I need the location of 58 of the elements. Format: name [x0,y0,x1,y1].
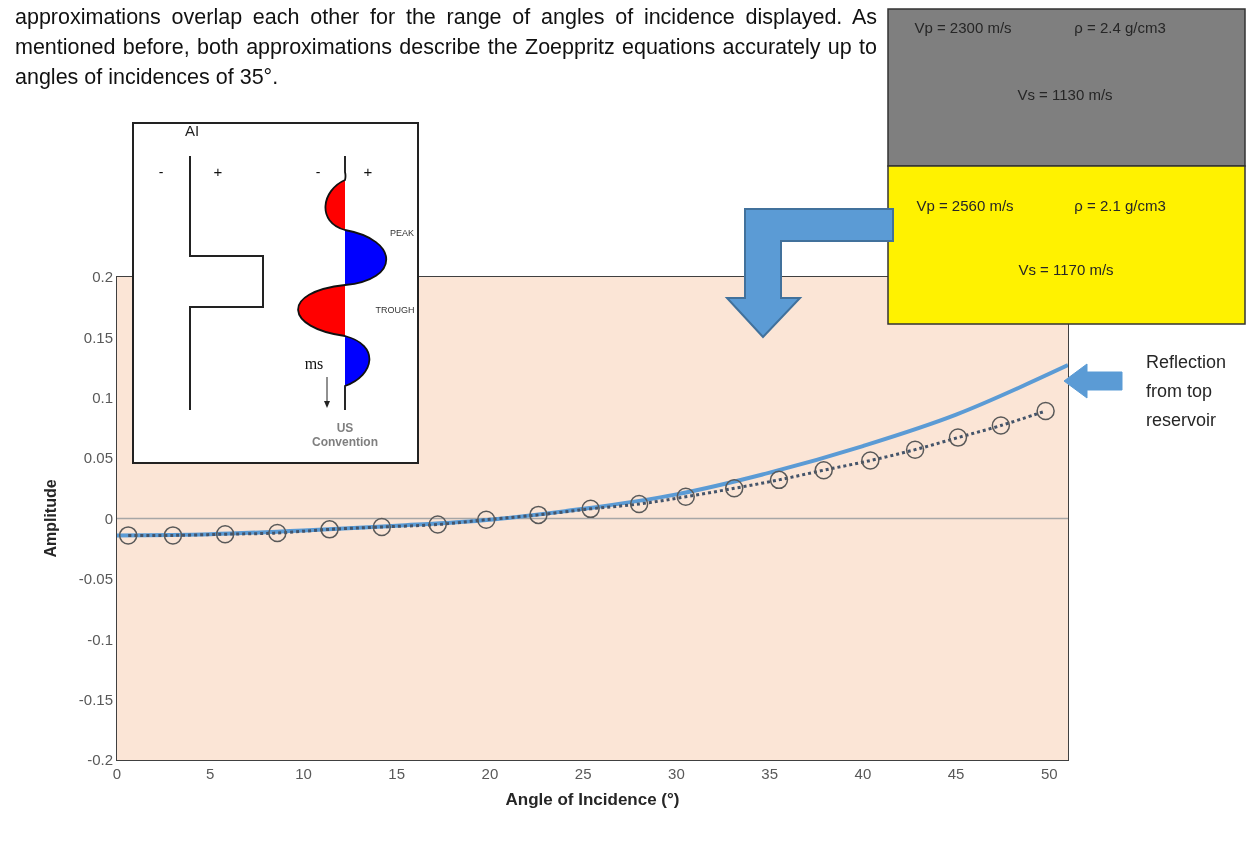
point [991,416,1011,435]
point [905,440,925,459]
text: Vs = 1130 m/s [1017,86,1113,104]
point [629,494,649,514]
annotation: US Convention [312,421,378,450]
x-tick-label: 35 [761,765,778,782]
text: Reflection from top reservoir [1145,350,1227,432]
y-axis-title: Amplitude [41,479,59,558]
text: + [213,163,223,181]
x-tick-label: 30 [668,765,685,782]
x-tick-label: 5 [206,765,215,782]
point [320,520,339,539]
x-tick-label: 45 [947,765,965,782]
text: - [158,163,164,181]
y-tick-label: 0.15 [83,328,113,346]
point [118,526,138,545]
y-tick-label: 0.2 [92,268,113,286]
point [769,470,789,490]
text: + [363,163,373,181]
point [215,524,235,544]
point [948,428,968,447]
text: - [315,163,321,181]
x-tick-label: 15 [388,765,406,782]
point [268,523,287,543]
point [581,499,600,519]
text: ρ = 2.1 g/cm3 [1074,197,1166,215]
x-axis-title: Angle of Incidence (°) [505,790,680,810]
point [529,505,548,525]
point [476,510,496,529]
text: Vp = 2300 m/s [914,19,1012,37]
point [372,517,392,537]
x-tick-label: 40 [854,765,872,782]
x-tick-label: 25 [574,765,592,782]
y-tick-label: 0 [104,509,113,527]
point [814,460,833,480]
annotation: TROUGH [375,304,415,316]
point [1036,401,1055,421]
text: AI [184,122,200,140]
point [861,451,880,470]
annotation: Vs = 1170 m/s [1018,261,1114,279]
y-tick-label: -0.05 [78,570,113,588]
point [724,479,744,498]
point [428,515,447,534]
x-tick-label: 10 [295,765,312,782]
text: Vp = 2560 m/s [916,197,1014,215]
y-tick-label: -0.15 [78,690,113,708]
y-tick-label: 0.1 [92,389,113,406]
text: ρ = 2.4 g/cm3 [1074,19,1166,37]
text: PEAK [389,227,415,239]
x-tick-label: 50 [1041,765,1058,782]
x-tick-label: 20 [481,765,499,782]
text: approximations overlap each other for the range of angles of incidence displayed. As mentioned before, both approximations describe the Zoeppritz equations accurately up to angles of incidences of 35°. [15,4,877,91]
annotation: ms [304,354,324,374]
y-tick-label: 0.05 [83,449,113,467]
point [676,487,695,507]
point [163,526,183,545]
y-tick-label: -0.1 [87,630,113,648]
y-tick-label: -0.2 [87,751,113,769]
